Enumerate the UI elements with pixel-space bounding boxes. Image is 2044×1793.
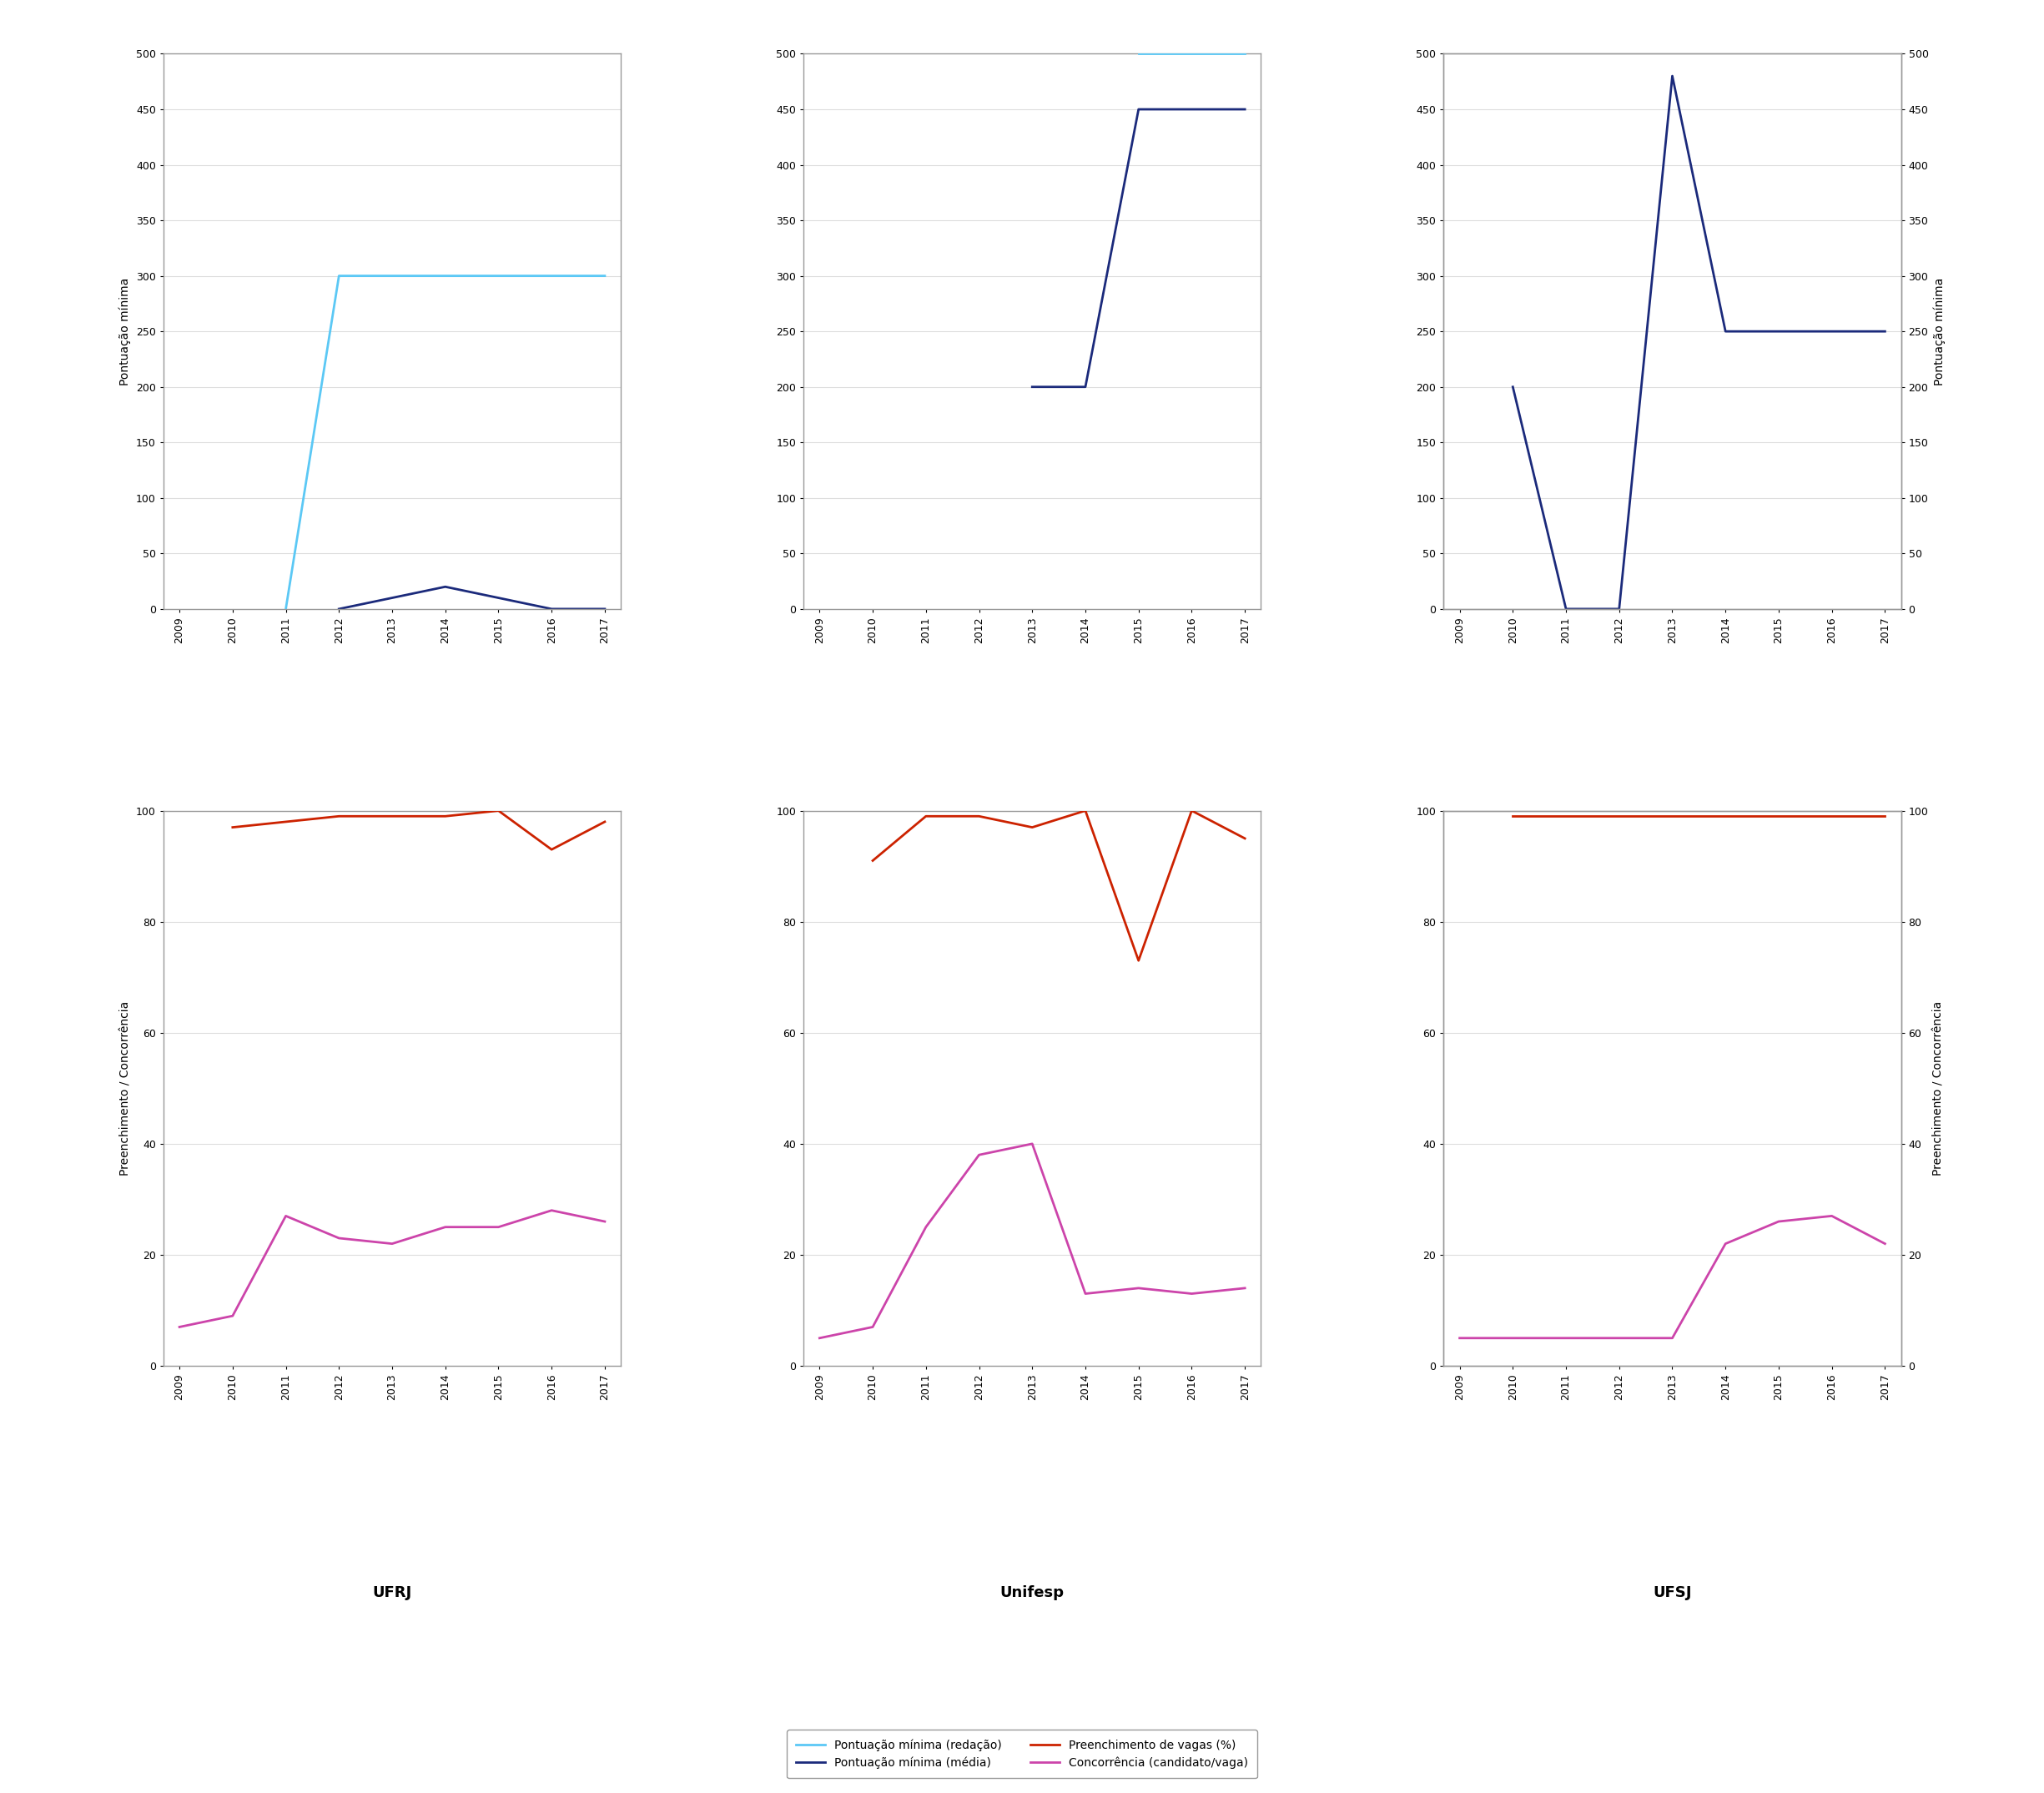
Y-axis label: Preenchimento / Concorrência: Preenchimento / Concorrência [1934,1000,1944,1176]
Text: UFRJ: UFRJ [372,1585,411,1599]
Text: UFSJ: UFSJ [1654,1585,1692,1599]
Y-axis label: Pontuação mínima: Pontuação mínima [119,278,131,385]
Text: Unifesp: Unifesp [1000,1585,1065,1599]
Y-axis label: Pontuação mínima: Pontuação mínima [1934,278,1946,385]
Y-axis label: Preenchimento / Concorrência: Preenchimento / Concorrência [121,1000,131,1176]
Legend: Pontuação mínima (redação), Pontuação mínima (média), Preenchimento de vagas (%): Pontuação mínima (redação), Pontuação mí… [787,1730,1257,1779]
